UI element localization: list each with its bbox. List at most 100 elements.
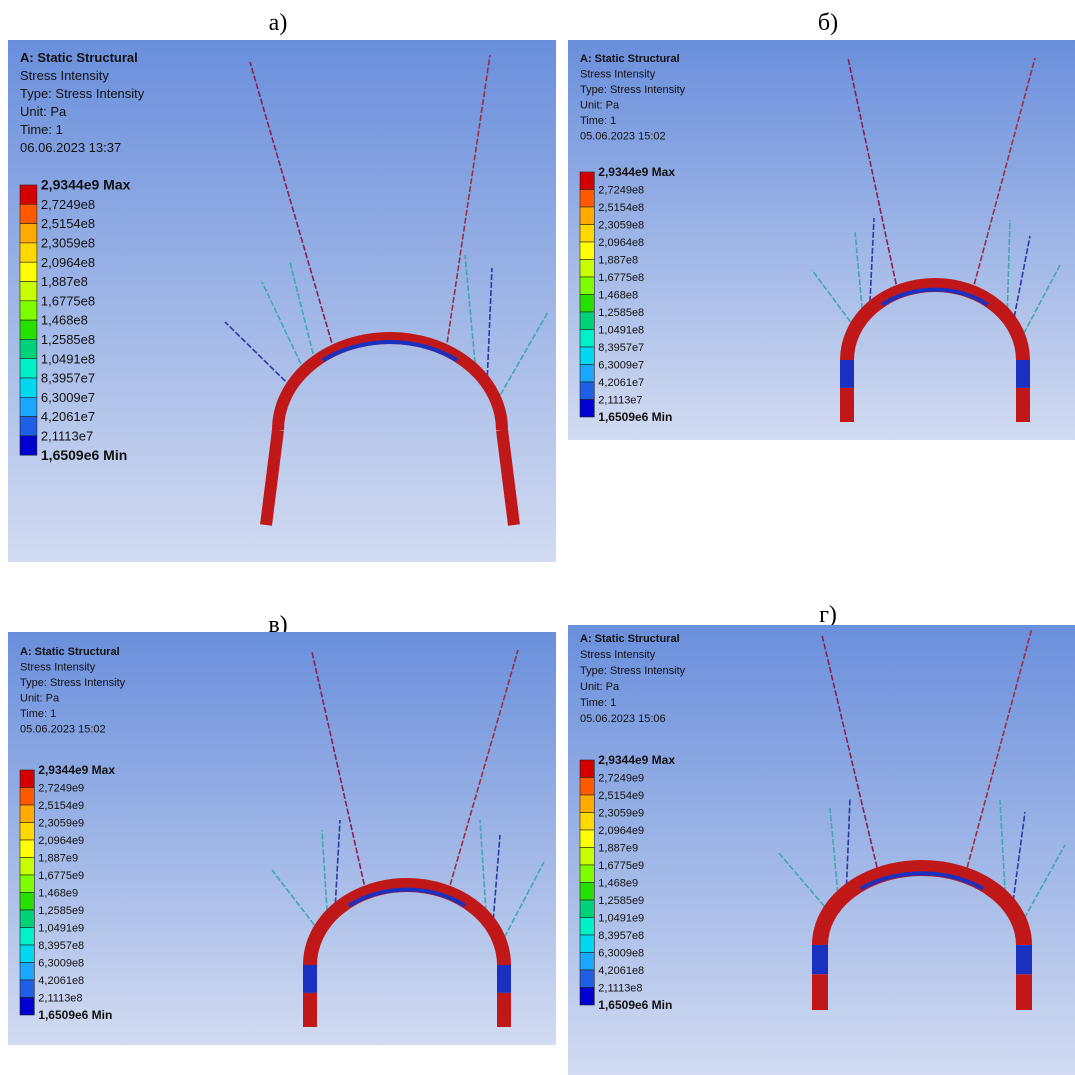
viewport (8, 632, 556, 1045)
header-line: Unit: Pa (20, 104, 67, 119)
legend-label: 6,3009e8 (598, 947, 644, 959)
legend-band (580, 190, 594, 208)
legend-label: 2,1113e7 (41, 428, 93, 443)
legend-label: 1,468e8 (41, 313, 88, 328)
legend-label: 2,5154e9 (38, 800, 84, 812)
legend-band (20, 262, 37, 281)
legend-label: 1,468e9 (38, 887, 78, 899)
legend-band (580, 365, 594, 383)
legend-band (580, 988, 594, 1006)
legend-label: 1,6509e6 Min (38, 1008, 112, 1022)
legend-band (20, 823, 34, 841)
legend-band (20, 378, 37, 397)
legend-band (580, 918, 594, 936)
legend-band (580, 295, 594, 313)
legend-label: 2,1113e8 (598, 982, 642, 994)
legend-label: 8,3957e8 (38, 940, 84, 952)
leg-top (812, 945, 828, 974)
legend-label: 6,3009e8 (38, 957, 84, 969)
legend-label: 1,887e9 (38, 852, 78, 864)
legend-band (580, 953, 594, 971)
legend-band (20, 417, 37, 436)
header-line: Unit: Pa (580, 681, 620, 693)
legend-label: 2,7249e8 (41, 197, 95, 212)
legend-label: 2,5154e8 (598, 202, 644, 214)
header-line: Time: 1 (20, 708, 56, 720)
panel-label: б) (818, 10, 838, 36)
legend-band (20, 910, 34, 928)
legend-label: 2,7249e9 (38, 782, 84, 794)
legend-band (20, 770, 34, 788)
legend-band (20, 840, 34, 858)
legend-band (580, 900, 594, 918)
header-line: A: Static Structural (20, 50, 138, 65)
legend-label: 2,9344e9 Max (598, 165, 675, 179)
header-line: 05.06.2023 15:06 (580, 713, 666, 725)
header-line: Stress Intensity (580, 69, 656, 81)
legend-label: 1,887e9 (598, 842, 638, 854)
header-line: 05.06.2023 15:02 (20, 724, 106, 736)
legend-label: 2,0964e9 (38, 835, 84, 847)
legend-band (20, 397, 37, 416)
legend-label: 1,0491e8 (598, 324, 644, 336)
legend-band (580, 795, 594, 813)
leg-top (303, 965, 317, 993)
legend-band (580, 970, 594, 988)
legend-band (20, 998, 34, 1016)
leg-bottom (1016, 388, 1030, 422)
figure: а)A: Static StructuralStress IntensityTy… (0, 0, 1075, 1075)
header-line: Unit: Pa (20, 693, 60, 705)
legend-band (20, 339, 37, 358)
legend-band (20, 858, 34, 876)
legend-label: 2,5154e9 (598, 790, 644, 802)
legend-label: 1,6509e6 Min (598, 998, 672, 1012)
legend-label: 4,2061e8 (598, 965, 644, 977)
header-line: A: Static Structural (580, 53, 680, 65)
legend-band (20, 301, 37, 320)
legend-label: 1,6509e6 Min (41, 447, 127, 463)
legend-label: 8,3957e7 (598, 342, 644, 354)
legend-band (580, 400, 594, 418)
legend-band (20, 875, 34, 893)
legend-label: 2,3059e8 (41, 235, 95, 250)
legend-label: 1,468e8 (598, 289, 638, 301)
header-line: Stress Intensity (20, 68, 109, 83)
legend-label: 2,9344e9 Max (41, 177, 131, 193)
legend-label: 1,2585e9 (598, 895, 644, 907)
header-line: 06.06.2023 13:37 (20, 140, 121, 155)
header-line: Type: Stress Intensity (580, 84, 686, 96)
legend-label: 1,468e9 (598, 877, 638, 889)
legend-label: 1,0491e9 (38, 922, 84, 934)
header-line: 05.06.2023 15:02 (580, 131, 666, 143)
panel-label: г) (819, 602, 837, 628)
legend-band (580, 312, 594, 330)
legend-label: 2,3059e9 (38, 817, 84, 829)
legend-band (20, 788, 34, 806)
legend-label: 1,2585e8 (41, 332, 95, 347)
panel: б) A: Static Structural Stress Intensity Ty… (568, 10, 1075, 440)
leg-bottom (840, 388, 854, 422)
legend-label: 8,3957e7 (41, 371, 95, 386)
legend-band (580, 760, 594, 778)
legend-band (580, 225, 594, 243)
legend-band (580, 382, 594, 400)
legend-label: 1,6775e8 (41, 293, 95, 308)
legend-band (580, 260, 594, 278)
legend-band (20, 204, 37, 223)
panel: г)A: Static StructuralStress IntensityTy… (568, 602, 1075, 1075)
leg-bottom (497, 993, 511, 1027)
legend-band (580, 830, 594, 848)
header-line: Stress Intensity (20, 662, 96, 674)
legend-band (580, 848, 594, 866)
header-line: Type: Stress Intensity (580, 665, 686, 677)
legend-label: 2,1113e7 (598, 394, 642, 406)
legend-band (580, 172, 594, 190)
legend-label: 2,5154e8 (41, 216, 95, 231)
legend-band (580, 347, 594, 365)
legend-band (20, 243, 37, 262)
leg-bottom (812, 974, 828, 1010)
header-line: Type: Stress Intensity (20, 86, 145, 101)
legend-band (580, 330, 594, 348)
